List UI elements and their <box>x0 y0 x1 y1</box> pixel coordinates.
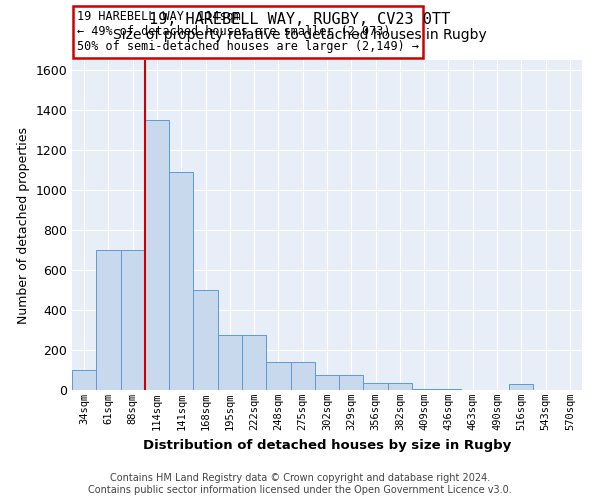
Bar <box>339 375 364 390</box>
X-axis label: Distribution of detached houses by size in Rugby: Distribution of detached houses by size … <box>143 438 511 452</box>
Bar <box>436 389 461 390</box>
Text: Contains HM Land Registry data © Crown copyright and database right 2024.
Contai: Contains HM Land Registry data © Crown c… <box>88 474 512 495</box>
Bar <box>72 370 96 390</box>
Text: 19 HAREBELL WAY: 114sqm
← 49% of detached houses are smaller (2,073)
50% of semi: 19 HAREBELL WAY: 114sqm ← 49% of detache… <box>77 10 419 54</box>
Y-axis label: Number of detached properties: Number of detached properties <box>17 126 30 324</box>
Bar <box>96 250 121 390</box>
Text: 19, HAREBELL WAY, RUGBY, CV23 0TT: 19, HAREBELL WAY, RUGBY, CV23 0TT <box>149 12 451 28</box>
Bar <box>364 383 388 390</box>
Bar <box>266 362 290 390</box>
Text: Size of property relative to detached houses in Rugby: Size of property relative to detached ho… <box>113 28 487 42</box>
Bar <box>193 290 218 390</box>
Bar <box>509 384 533 390</box>
Bar <box>145 120 169 390</box>
Bar <box>121 250 145 390</box>
Bar <box>242 335 266 390</box>
Bar <box>169 172 193 390</box>
Bar <box>315 375 339 390</box>
Bar <box>412 389 436 390</box>
Bar <box>290 362 315 390</box>
Bar <box>218 335 242 390</box>
Bar <box>388 383 412 390</box>
